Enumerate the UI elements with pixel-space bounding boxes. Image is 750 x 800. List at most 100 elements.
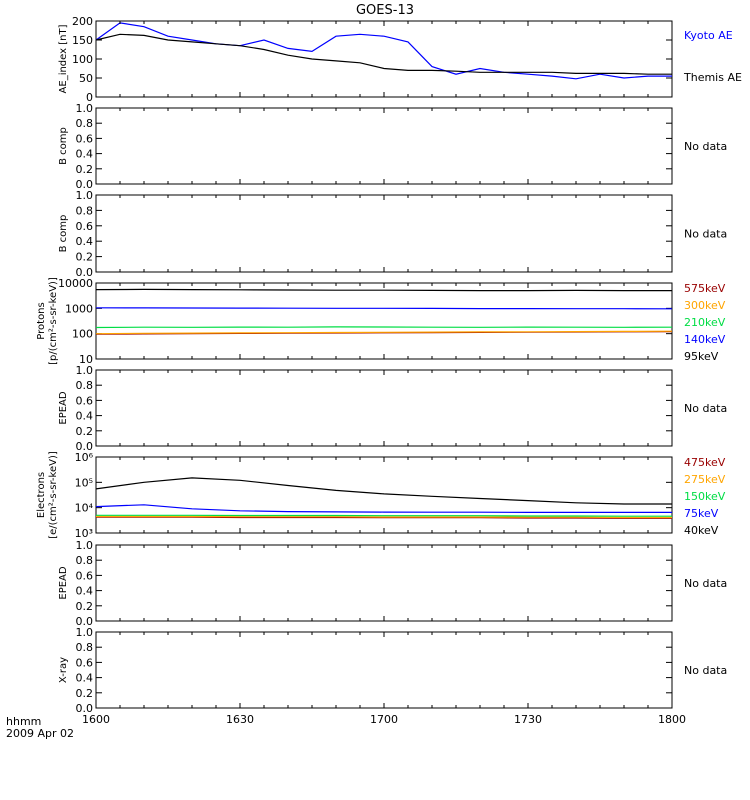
- panel-frame: [95, 631, 673, 709]
- y-axis-units: [p/(cm²-s-sr-keV)]: [48, 277, 59, 365]
- y-tick-label: 0.8: [76, 204, 94, 217]
- y-tick-label: 0: [86, 91, 93, 104]
- y-tick-label: 1.0: [76, 364, 94, 377]
- panel-3: 0.0 0.2 0.4 0.6 0.8 1.0 B comp No data: [58, 189, 727, 279]
- no-data-label: No data: [684, 402, 727, 415]
- y-tick-label: 0.8: [76, 117, 94, 130]
- panel-frame: [95, 456, 673, 534]
- no-data-label: No data: [684, 664, 727, 677]
- series-40kev: [95, 477, 672, 505]
- y-tick-label: 10³: [75, 527, 93, 540]
- series-kyoto-ae: [95, 22, 672, 80]
- y-tick-label: 0.0: [76, 440, 94, 453]
- legend-475kev: 475keV: [684, 456, 726, 469]
- panel-frame: [95, 544, 673, 622]
- y-tick-label: 0.4: [76, 235, 94, 248]
- y-tick-label: 1.0: [76, 102, 94, 115]
- y-axis-label: EPEAD: [58, 566, 69, 600]
- y-tick-label: 100: [72, 53, 93, 66]
- y-tick-label: 0.2: [76, 251, 94, 264]
- series-themis-ae: [95, 33, 672, 75]
- y-tick-label: 10: [79, 353, 93, 366]
- y-tick-label: 0.6: [76, 569, 94, 582]
- y-tick-label: 0.4: [76, 585, 94, 598]
- y-tick-label: 0.6: [76, 394, 94, 407]
- y-tick-label: 0.8: [76, 641, 94, 654]
- panel-7: 0.0 0.2 0.4 0.6 0.8 1.0 EPEAD No data: [58, 539, 727, 628]
- panel-frame: [95, 369, 673, 447]
- y-tick-label: 0.6: [76, 220, 94, 233]
- legend-140kev: 140keV: [684, 333, 726, 346]
- y-tick-label: 0.2: [76, 163, 94, 176]
- y-tick-label: 10⁶: [75, 451, 94, 464]
- y-tick-label: 0.2: [76, 687, 94, 700]
- y-axis-label: Electrons: [36, 472, 47, 518]
- y-tick-label: 0.2: [76, 425, 94, 438]
- y-tick-label: 0.8: [76, 554, 94, 567]
- x-tick-label: 1630: [226, 713, 254, 726]
- series-275kev: [96, 515, 672, 519]
- y-tick-label: 0.0: [76, 178, 94, 191]
- legend-300kev: 300keV: [684, 299, 726, 312]
- y-tick-label: 1000: [65, 302, 93, 315]
- y-axis-label: AE_index [nT]: [58, 24, 69, 93]
- series-95kev: [95, 288, 672, 292]
- y-tick-label: 10⁵: [75, 476, 93, 489]
- legend-575kev: 575keV: [684, 282, 726, 295]
- panel-frame: [95, 282, 673, 360]
- x-tick-label: 1800: [658, 713, 686, 726]
- y-tick-label: 0.2: [76, 600, 94, 613]
- y-tick-label: 0.6: [76, 132, 94, 145]
- legend-75kev: 75keV: [684, 507, 719, 520]
- y-tick-label: 0.4: [76, 410, 94, 423]
- panel-8: 0.0 0.2 0.4 0.6 0.8 1.0 X-ray No data: [58, 626, 727, 715]
- y-tick-label: 0.4: [76, 148, 94, 161]
- y-axis-label: Protons: [36, 302, 47, 339]
- y-tick-label: 100: [72, 328, 93, 341]
- y-axis-label: EPEAD: [58, 391, 69, 425]
- no-data-label: No data: [684, 140, 727, 153]
- y-tick-label: 0.4: [76, 672, 94, 685]
- panel-6: 10³ 10⁴ 10⁵ 10⁶ Electrons [e/(cm²-s-sr-keV)] 4…: [36, 451, 726, 540]
- series-75kev: [95, 504, 672, 514]
- y-axis-label: X-ray: [58, 657, 69, 683]
- y-tick-label: 0.0: [76, 266, 94, 279]
- y-tick-label: 1.0: [76, 189, 94, 202]
- y-tick-label: 0.0: [76, 615, 94, 628]
- y-axis-label: B comp: [58, 127, 69, 165]
- panel-5: 0.0 0.2 0.4 0.6 0.8 1.0 EPEAD No data: [58, 364, 727, 453]
- panel-frame: [95, 107, 673, 185]
- legend-210kev: 210keV: [684, 316, 726, 329]
- plot-title: GOES-13: [356, 3, 414, 18]
- legend-themis-ae: Themis AE: [683, 71, 742, 84]
- y-tick-label: 200: [72, 15, 93, 28]
- y-tick-label: 10000: [58, 277, 93, 290]
- y-tick-label: 0.6: [76, 656, 94, 669]
- x-tick-label: 1600: [82, 713, 110, 726]
- panel-4: 10 100 1000 10000 Protons [p/(cm²-s-sr-keV)] 5…: [36, 277, 726, 366]
- no-data-label: No data: [684, 228, 727, 241]
- legend-275kev: 275keV: [684, 473, 726, 486]
- x-axis-label-hhmm: hhmm: [6, 715, 41, 728]
- legend-95kev: 95keV: [684, 350, 719, 363]
- series-140kev: [95, 307, 673, 310]
- legend-kyoto-ae: Kyoto AE: [684, 29, 733, 42]
- y-tick-label: 10⁴: [75, 502, 94, 515]
- y-tick-label: 1.0: [76, 539, 94, 552]
- panel-frame: [95, 194, 673, 273]
- series-300kev: [95, 330, 673, 335]
- no-data-label: No data: [684, 577, 727, 590]
- panel-2: 0.0 0.2 0.4 0.6 0.8 1.0 B comp No data: [58, 102, 727, 191]
- y-axis-units: [e/(cm²-s-sr-keV)]: [48, 451, 59, 539]
- x-tick-label: 1700: [370, 713, 398, 726]
- series-210kev: [95, 326, 673, 329]
- y-tick-label: 150: [72, 34, 93, 47]
- x-axis: 1600 1630 1700 1730 1800: [82, 713, 686, 726]
- y-tick-label: 0.8: [76, 379, 94, 392]
- panel-frame: [95, 20, 673, 98]
- y-tick-label: 0.0: [76, 702, 94, 715]
- legend-150kev: 150keV: [684, 490, 726, 503]
